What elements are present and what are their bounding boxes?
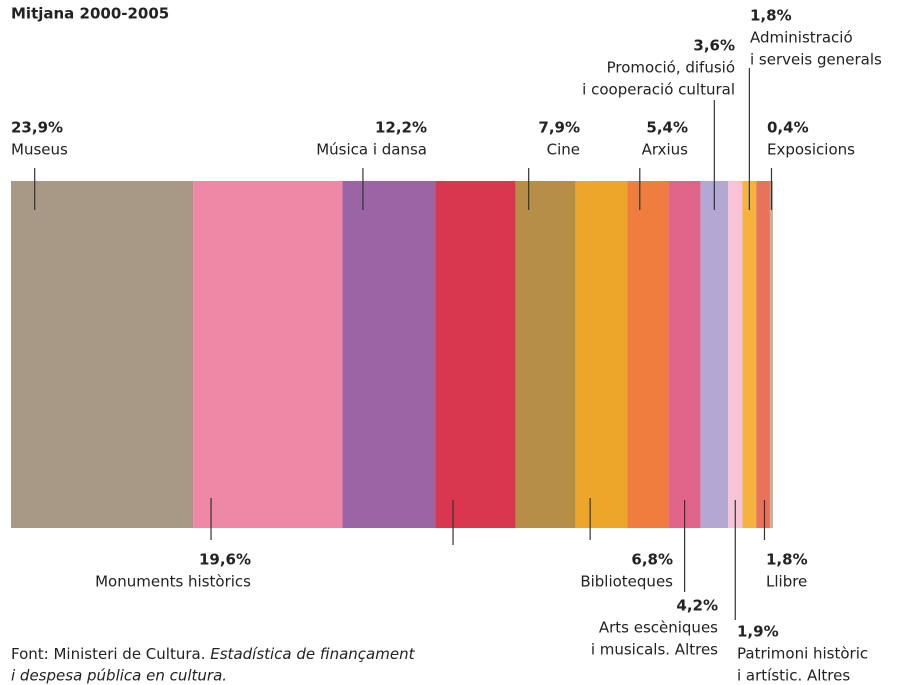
category-label: Biblioteques <box>580 573 673 591</box>
category-label: Promoció, difusió <box>607 59 735 77</box>
value-label: 0,4% <box>767 119 809 137</box>
value-label: 23,9% <box>11 119 63 137</box>
segment <box>769 181 773 528</box>
value-label: 1,8% <box>766 551 808 569</box>
segment <box>700 181 729 528</box>
category-label: Monuments històrics <box>95 573 251 591</box>
value-label: 1,9% <box>737 623 779 641</box>
source-text: Font: Ministeri de Cultura. <box>11 645 205 663</box>
category-label: Arts escèniques <box>599 619 718 637</box>
segment <box>575 181 628 528</box>
chart-title: Mitjana 2000-2005 <box>11 5 169 23</box>
segment <box>435 181 516 528</box>
segment <box>193 181 343 528</box>
value-label: 6,8% <box>631 551 673 569</box>
category-label: Cine <box>547 141 580 159</box>
value-label: 19,6% <box>199 551 251 569</box>
value-label: 1,8% <box>750 7 792 25</box>
source-title: i despesa pública en cultura. <box>11 667 227 685</box>
segment <box>756 181 770 528</box>
category-label: Música i dansa <box>316 141 427 159</box>
segment <box>342 181 436 528</box>
value-label: 7,9% <box>538 119 580 137</box>
category-label: Llibre <box>766 573 807 591</box>
segment <box>515 181 576 528</box>
category-label: Museus <box>11 141 68 159</box>
segment <box>742 181 757 528</box>
category-label: i artístic. Altres <box>737 667 850 685</box>
value-label: 12,2% <box>375 119 427 137</box>
category-label: i serveis generals <box>750 51 882 69</box>
source-title: Estadística de finançament <box>210 645 415 663</box>
source: Font: Ministeri de Cultura. Estadística … <box>11 645 416 663</box>
segment <box>627 181 669 528</box>
category-label: i cooperació cultural <box>582 81 735 99</box>
category-label: Administració <box>750 29 853 47</box>
category-label: Exposicions <box>767 141 855 159</box>
value-label: 5,4% <box>646 119 688 137</box>
category-label: Arxius <box>642 141 689 159</box>
category-label: i musicals. Altres <box>591 641 718 659</box>
category-label: Patrimoni històric <box>737 645 868 663</box>
segment <box>728 181 743 528</box>
segment <box>11 181 194 528</box>
value-label: 3,6% <box>693 37 735 55</box>
value-label: 4,2% <box>676 597 718 615</box>
segment <box>668 181 701 528</box>
